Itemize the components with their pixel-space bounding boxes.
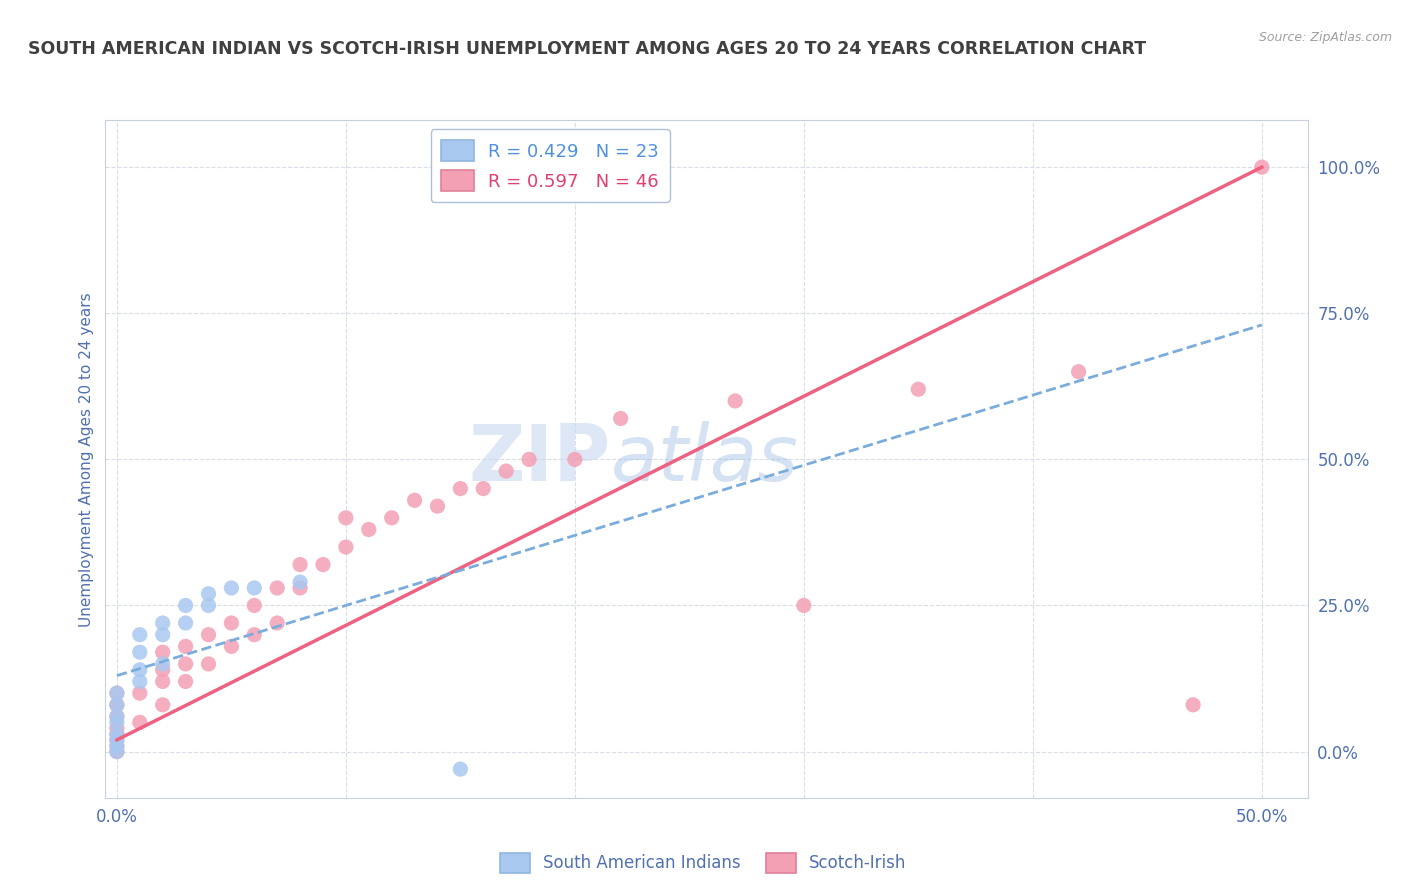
Point [152,645,174,659]
Point [105,727,128,741]
Point [174,615,197,630]
Point [609,411,631,425]
Point [221,640,243,654]
Point [105,727,128,741]
Point [266,615,288,630]
Point [128,686,150,700]
Point [197,657,219,671]
Point [288,581,311,595]
Point [472,482,495,496]
Point [243,628,266,642]
Point [174,599,197,613]
Point [128,674,150,689]
Point [105,732,128,747]
Point [335,540,357,554]
Point [517,452,540,467]
Point [128,715,150,730]
Text: SOUTH AMERICAN INDIAN VS SCOTCH-IRISH UNEMPLOYMENT AMONG AGES 20 TO 24 YEARS COR: SOUTH AMERICAN INDIAN VS SCOTCH-IRISH UN… [28,40,1146,58]
Point [197,587,219,601]
Point [793,599,815,613]
Point [288,575,311,590]
Point [105,709,128,723]
Point [907,382,929,396]
Point [381,511,404,525]
Legend: South American Indians, Scotch-Irish: South American Indians, Scotch-Irish [494,847,912,880]
Y-axis label: Unemployment Among Ages 20 to 24 years: Unemployment Among Ages 20 to 24 years [79,292,94,627]
Point [152,663,174,677]
Point [105,739,128,753]
Point [495,464,517,478]
Point [449,762,471,776]
Point [105,739,128,753]
Point [152,698,174,712]
Point [105,709,128,723]
Point [152,615,174,630]
Point [404,493,426,508]
Point [152,657,174,671]
Point [152,628,174,642]
Point [426,499,449,513]
Point [197,599,219,613]
Point [221,615,243,630]
Point [105,698,128,712]
Point [266,581,288,595]
Point [128,645,150,659]
Point [564,452,586,467]
Point [1250,160,1272,174]
Point [152,674,174,689]
Point [1182,698,1205,712]
Point [357,523,380,537]
Text: Source: ZipAtlas.com: Source: ZipAtlas.com [1258,31,1392,45]
Point [105,686,128,700]
Point [105,732,128,747]
Point [288,558,311,572]
Point [105,698,128,712]
Text: atlas: atlas [610,421,799,498]
Point [174,640,197,654]
Point [105,721,128,735]
Point [449,482,471,496]
Text: ZIP: ZIP [468,421,610,498]
Point [105,745,128,759]
Point [128,663,150,677]
Point [174,674,197,689]
Point [312,558,335,572]
Point [174,657,197,671]
Point [105,715,128,730]
Point [335,511,357,525]
Point [243,581,266,595]
Point [221,581,243,595]
Point [724,393,747,408]
Point [197,628,219,642]
Point [1067,365,1090,379]
Point [105,686,128,700]
Point [105,745,128,759]
Point [128,628,150,642]
Legend: R = 0.429   N = 23, R = 0.597   N = 46: R = 0.429 N = 23, R = 0.597 N = 46 [430,129,669,202]
Point [243,599,266,613]
